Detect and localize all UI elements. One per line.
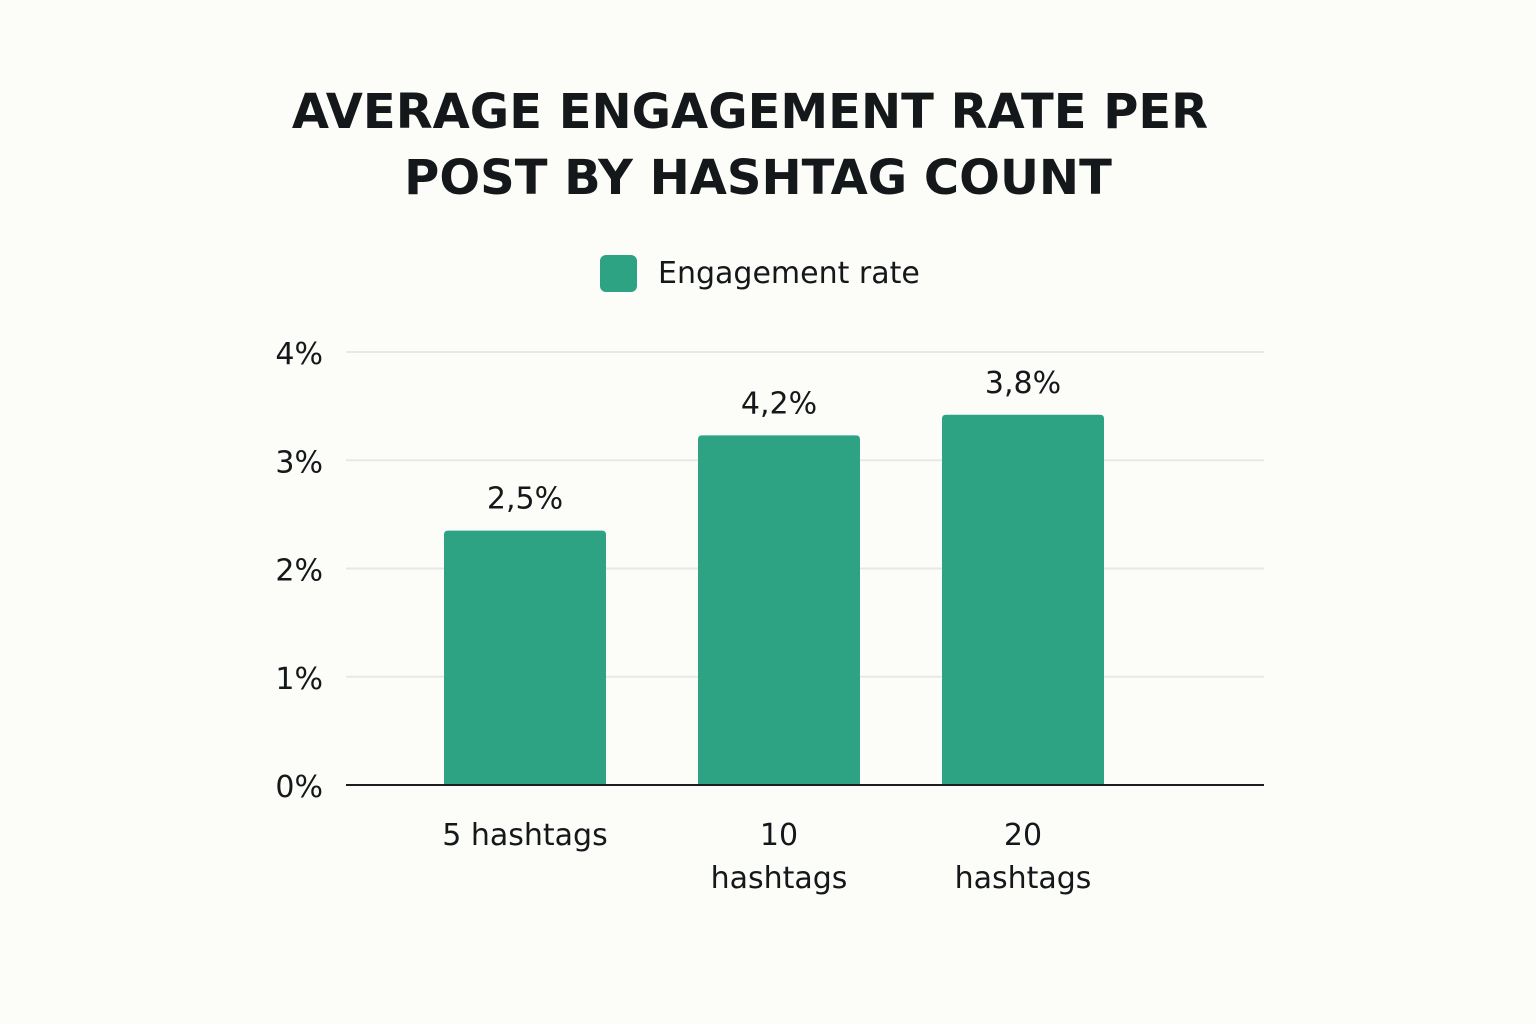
bar-value-label: 4,2%: [741, 386, 817, 421]
y-tick-label: 0%: [275, 770, 323, 805]
y-tick-label: 3%: [275, 445, 323, 480]
x-tick-label: hashtags: [711, 861, 848, 896]
bar-value-label: 3,8%: [985, 366, 1061, 401]
chart-legend: Engagement rate: [600, 254, 920, 292]
y-tick-label: 2%: [275, 554, 323, 589]
x-tick-label: 5 hashtags: [442, 818, 607, 853]
bars: [444, 414, 1104, 785]
bar: [444, 530, 606, 785]
x-axis-ticks: 5 hashtags 10 hashtags 20 hashtags: [442, 818, 1091, 896]
y-tick-label: 4%: [275, 337, 323, 372]
y-tick-label: 1%: [275, 662, 323, 697]
legend-label: Engagement rate: [658, 255, 920, 291]
bar: [942, 414, 1104, 785]
x-tick-label: 10: [760, 818, 798, 853]
chart-title-line-1: AVERAGE ENGAGEMENT RATE PER: [291, 84, 1209, 140]
bar: [698, 435, 860, 785]
legend-swatch: [600, 254, 637, 292]
chart-title-line-2: POST BY HASHTAG COUNT: [404, 150, 1112, 206]
bar-value-label: 2,5%: [487, 482, 563, 517]
x-tick-label: 20: [1004, 818, 1042, 853]
y-axis-ticks: 0% 1% 2% 3% 4%: [275, 337, 323, 805]
x-tick-label: hashtags: [955, 861, 1092, 896]
data-labels: 2,5% 4,2% 3,8%: [487, 366, 1061, 517]
